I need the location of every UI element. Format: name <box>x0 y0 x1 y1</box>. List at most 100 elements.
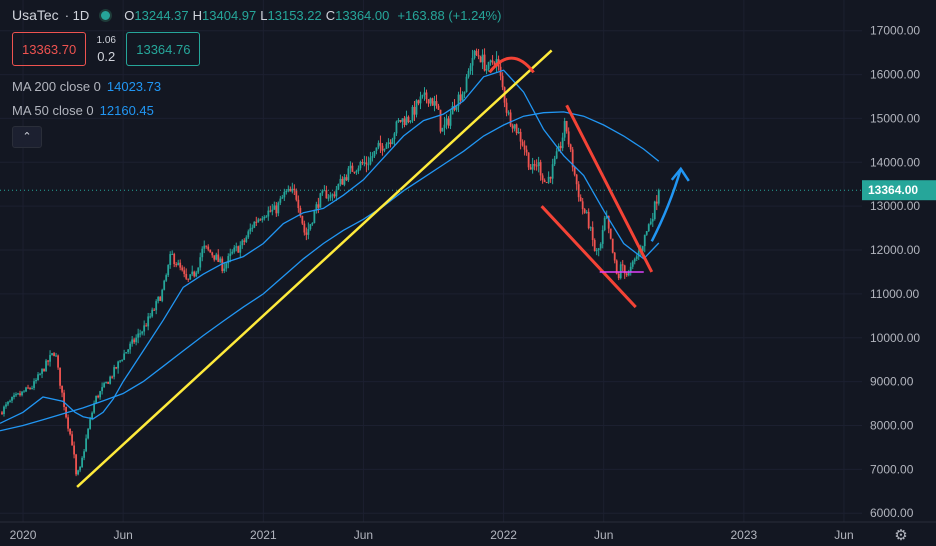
candle-up <box>377 142 380 148</box>
candle-down <box>361 162 364 164</box>
candle-up <box>261 218 264 220</box>
y-tick-label: 15000.00 <box>870 111 920 125</box>
candle-up <box>35 380 37 382</box>
candle-up <box>279 198 282 203</box>
candle-down <box>493 62 496 65</box>
candle-up <box>235 246 238 248</box>
candle-down <box>29 388 31 390</box>
candle-down <box>533 164 536 166</box>
candle-up <box>77 470 79 475</box>
candle-down <box>575 174 578 185</box>
candle-up <box>449 114 452 126</box>
ma50-line <box>0 69 660 424</box>
symbol-name[interactable]: UsaTec <box>12 7 59 23</box>
candle-up <box>375 147 378 151</box>
candle-up <box>445 118 448 125</box>
candle-down <box>59 367 61 386</box>
candle-up <box>373 150 376 157</box>
candle-up <box>157 296 160 302</box>
y-tick-label: 12000.00 <box>870 243 920 257</box>
candle-down <box>153 309 156 311</box>
candle-down <box>569 144 572 150</box>
candle-down <box>297 199 300 209</box>
candle-down <box>477 55 480 57</box>
trade-panel: 13363.70 1.06 0.2 13364.76 <box>12 30 201 68</box>
price-scale <box>862 0 936 546</box>
spread-top: 1.06 <box>96 34 116 46</box>
candle-up <box>321 190 324 194</box>
y-tick-label: 11000.00 <box>870 287 919 301</box>
market-status-icon <box>99 8 113 22</box>
y-tick-label: 13000.00 <box>870 199 920 213</box>
candle-up <box>281 197 284 199</box>
candle-down <box>535 165 538 167</box>
candle-up <box>277 202 280 214</box>
candle-up <box>273 205 276 210</box>
candle-down <box>259 219 262 221</box>
candle-down <box>573 167 576 175</box>
candle-down <box>351 165 354 172</box>
candle-up <box>197 267 200 273</box>
candle-down <box>389 142 392 145</box>
candle-up <box>203 245 206 249</box>
candle-down <box>243 240 246 242</box>
candle-up <box>223 268 226 272</box>
x-tick-label: 2023 <box>731 528 758 542</box>
candle-up <box>555 151 558 159</box>
gear-icon[interactable]: ⚙ <box>894 527 907 544</box>
candle-up <box>495 59 498 65</box>
collapse-legend-button[interactable]: ⌃ <box>12 126 42 148</box>
x-tick-label: Jun <box>113 528 132 542</box>
candle-down <box>205 245 208 247</box>
candle-down <box>515 124 518 134</box>
timeframe-label[interactable]: 1D <box>72 7 90 23</box>
candle-down <box>325 190 328 199</box>
candle-up <box>215 254 218 260</box>
candle-up <box>131 339 134 344</box>
trendline-drawing <box>76 49 553 488</box>
candle-down <box>175 264 178 266</box>
candle-down <box>483 54 486 71</box>
candle-up <box>201 248 204 258</box>
candle-up <box>393 133 396 140</box>
candle-up <box>647 224 650 232</box>
candle-up <box>339 178 342 184</box>
indicator-label: MA 50 close 0 <box>12 103 94 118</box>
candle-up <box>83 451 85 458</box>
candle-up <box>319 193 322 208</box>
chevron-up-icon: ⌃ <box>22 131 32 143</box>
candle-up <box>195 272 198 277</box>
indicator-ma200[interactable]: MA 200 close 0 14023.73 <box>12 79 161 94</box>
y-tick-label: 8000.00 <box>870 418 914 432</box>
candle-up <box>657 190 660 204</box>
indicator-ma50[interactable]: MA 50 close 0 12160.45 <box>12 103 154 118</box>
indicator-label: MA 200 close 0 <box>12 79 101 94</box>
candle-up <box>457 94 460 107</box>
buy-button[interactable]: 13364.76 <box>126 32 201 66</box>
candle-down <box>181 267 184 271</box>
candle-down <box>417 100 420 104</box>
candle-up <box>3 406 5 414</box>
x-tick-label: Jun <box>594 528 613 542</box>
sell-button[interactable]: 13363.70 <box>12 32 87 66</box>
candle-down <box>47 360 49 362</box>
candle-down <box>403 118 406 125</box>
candle-up <box>285 190 288 193</box>
candle-down <box>269 210 272 212</box>
candle-up <box>11 397 13 401</box>
candle-down <box>365 162 368 165</box>
candle-up <box>309 224 312 230</box>
candle-up <box>467 70 470 77</box>
candle-down <box>213 255 216 260</box>
candle-down <box>207 246 210 250</box>
candle-down <box>581 201 584 210</box>
candle-up <box>219 258 222 263</box>
candle-up <box>537 162 540 166</box>
candle-up <box>601 230 604 244</box>
candle-down <box>491 60 494 63</box>
candle-up <box>267 210 270 217</box>
last-price-label: 13364.00 <box>868 183 918 197</box>
candle-down <box>529 167 532 170</box>
